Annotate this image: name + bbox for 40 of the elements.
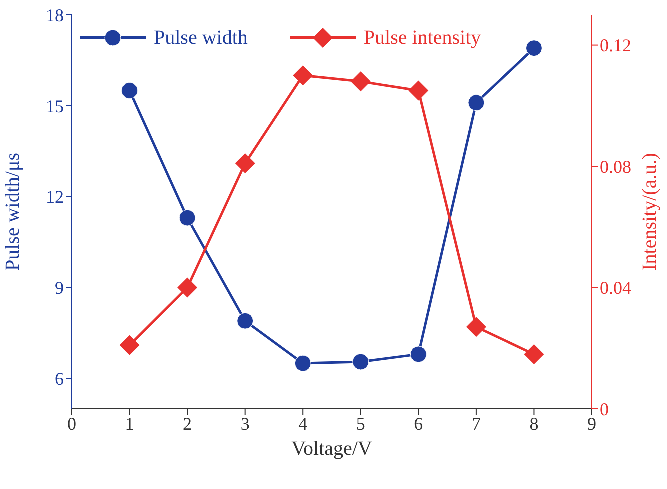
x-tick-label: 4 — [298, 414, 308, 434]
legend-label: Pulse intensity — [364, 26, 482, 50]
x-tick-label: 1 — [125, 414, 134, 434]
y-tick-label: 12 — [46, 187, 64, 208]
x-tick-label: 6 — [414, 414, 424, 434]
point — [179, 210, 196, 226]
point — [350, 72, 371, 92]
point — [526, 40, 542, 57]
y-tick-label: 15 — [46, 96, 64, 116]
point — [466, 317, 486, 338]
point — [352, 354, 370, 370]
y-axis-title: Pulse width/μs — [2, 152, 24, 271]
point — [408, 80, 429, 101]
point — [293, 66, 314, 86]
point — [294, 355, 312, 372]
y2-tick-label: 0 — [600, 399, 609, 420]
y-tick-label: 6 — [55, 369, 64, 390]
x-tick-label: 3 — [240, 414, 250, 434]
y2-axis-title: Intensity/(a.u.) — [639, 153, 662, 271]
point — [178, 278, 198, 298]
legend-label: Pulse width — [154, 26, 248, 50]
x-axis-title: Voltage/V — [292, 438, 373, 460]
y2-tick-label: 0.08 — [600, 156, 632, 177]
point — [235, 154, 256, 174]
point — [122, 82, 138, 100]
point — [120, 335, 140, 356]
point — [410, 346, 427, 363]
x-tick-label: 8 — [530, 414, 539, 434]
x-tick-label: 9 — [588, 414, 596, 434]
y2-tick-label: 0.12 — [600, 36, 632, 56]
x-tick-label: 5 — [356, 414, 366, 434]
x-tick-label: 0 — [68, 414, 76, 434]
point — [237, 312, 254, 330]
y-tick-label: 18 — [46, 5, 64, 26]
point — [524, 344, 544, 364]
y-tick-label: 9 — [55, 278, 64, 298]
x-tick-label: 7 — [472, 414, 481, 434]
x-tick-label: 2 — [183, 414, 192, 434]
point — [468, 94, 485, 112]
y2-tick-label: 0.04 — [600, 278, 632, 298]
